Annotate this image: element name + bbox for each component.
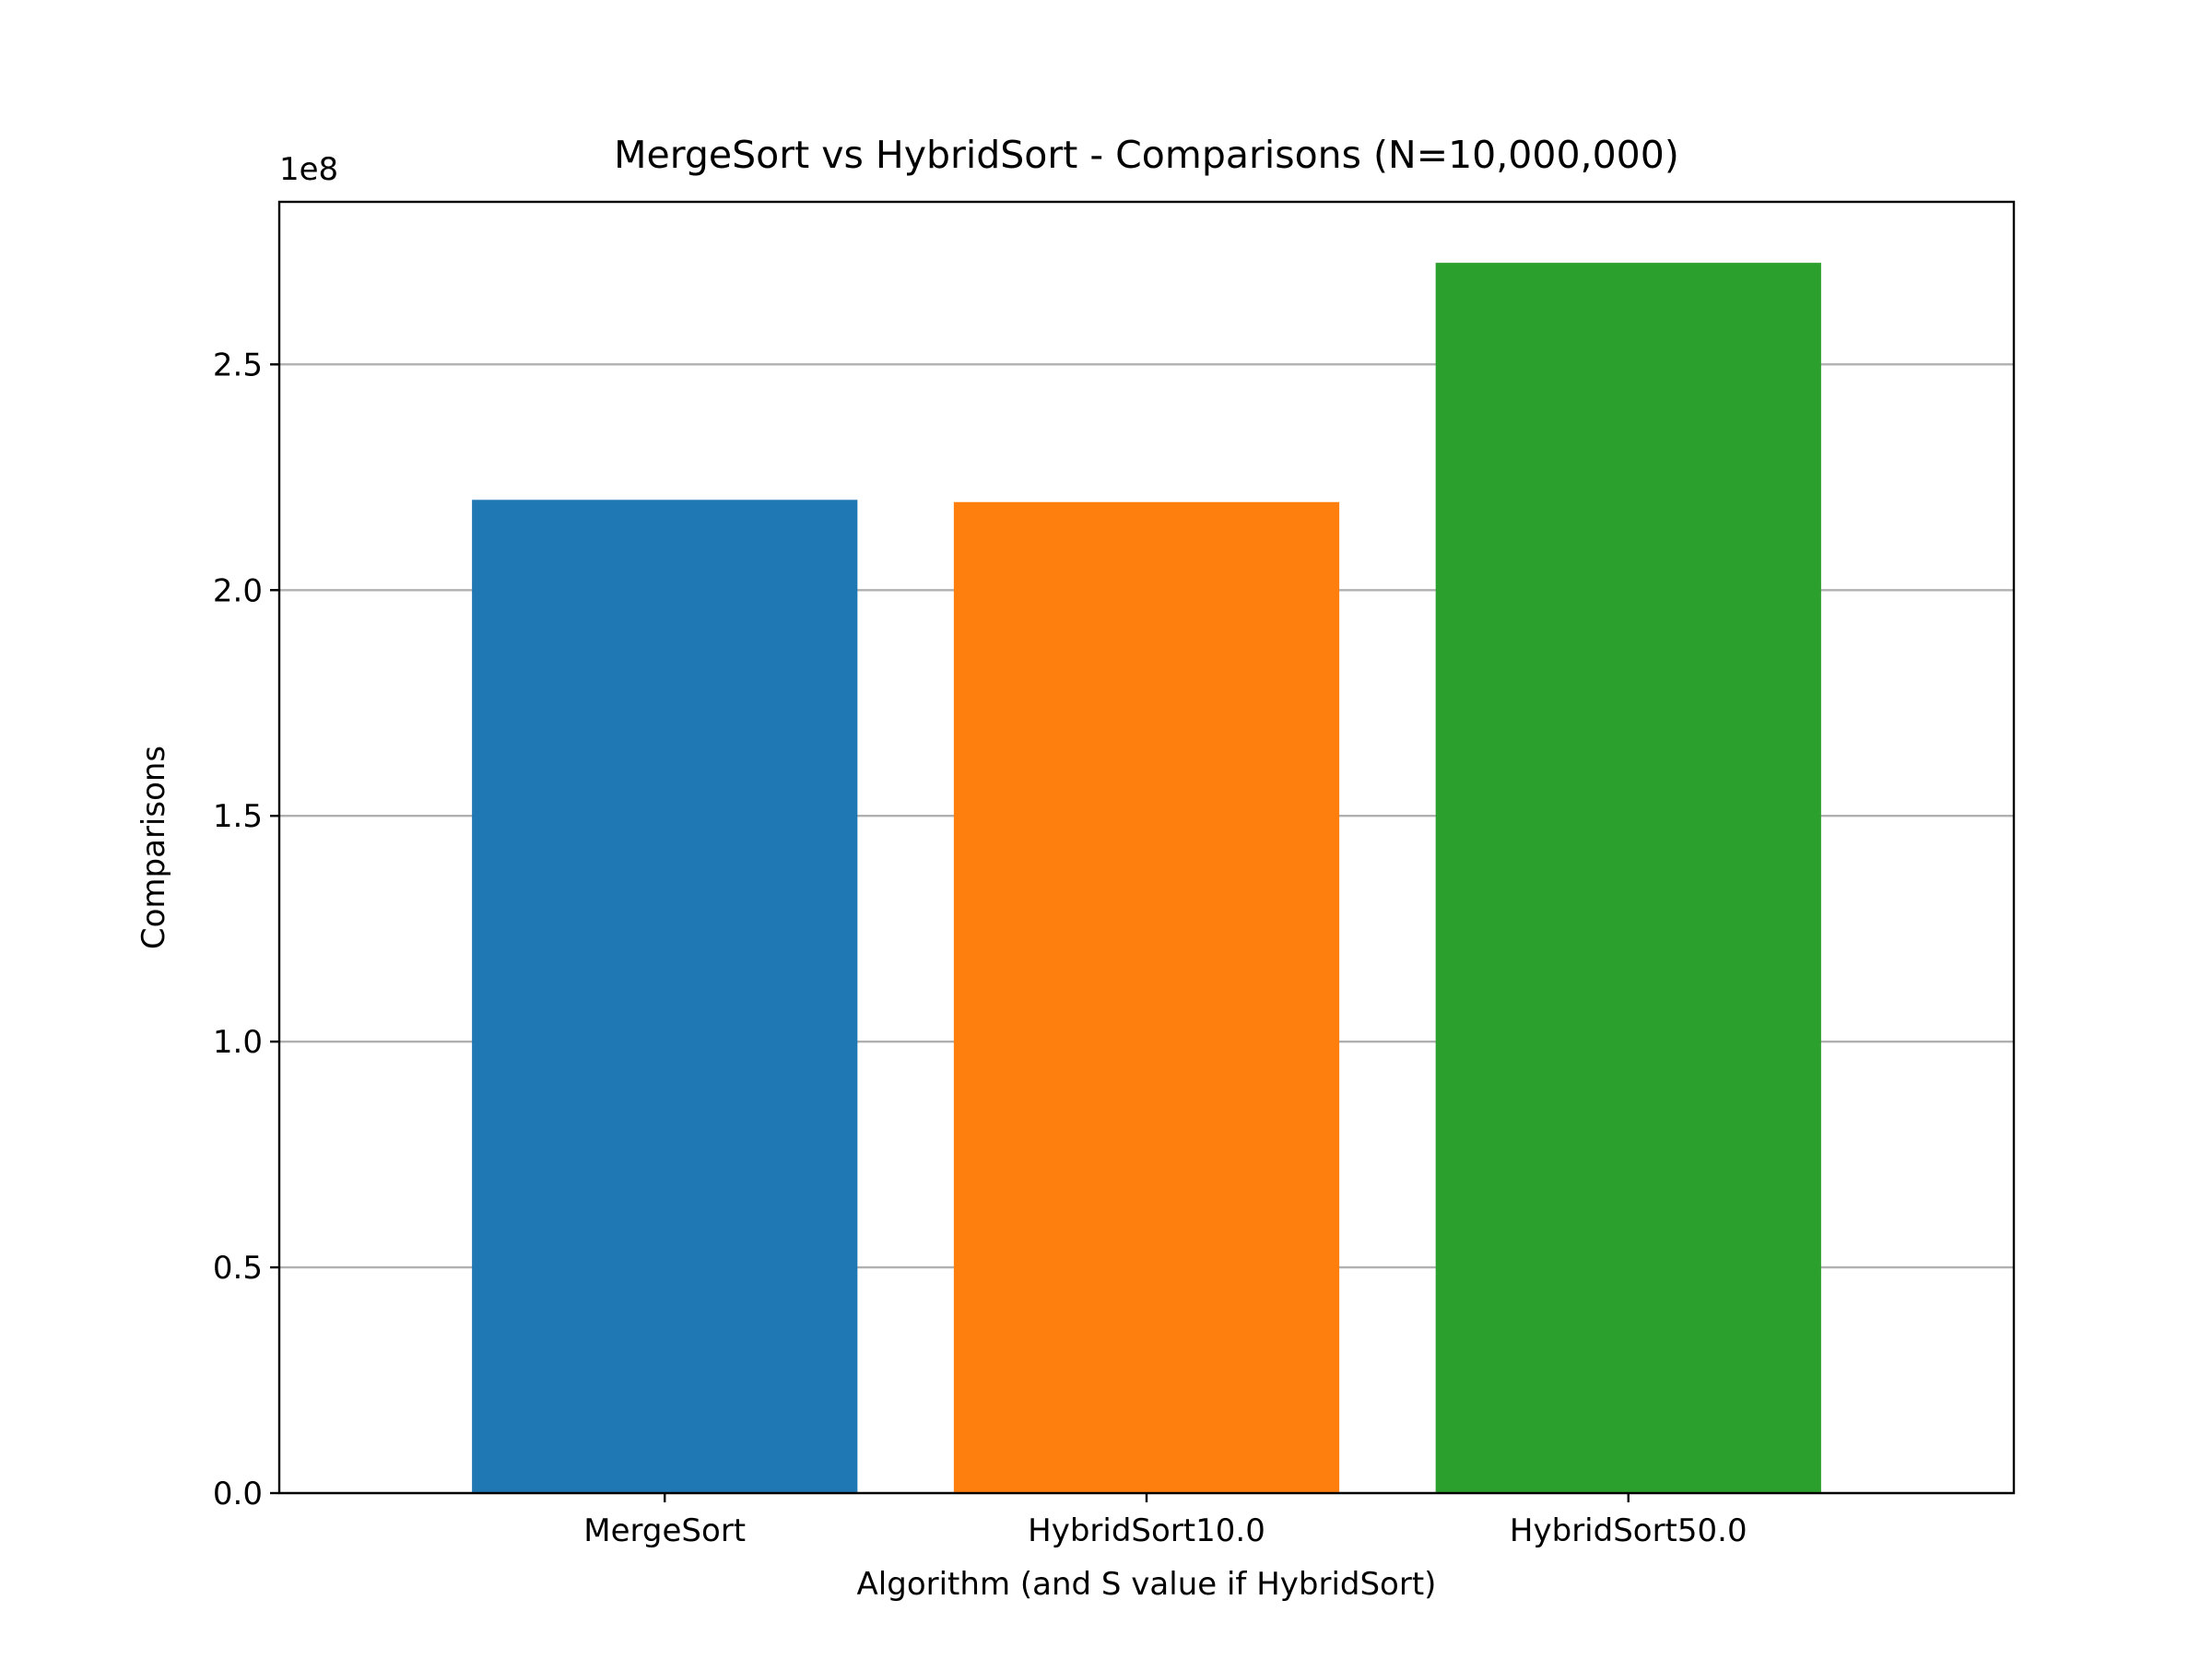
y-axis-label: Comparisons bbox=[135, 746, 172, 949]
x-tick-label: HybridSort50.0 bbox=[1510, 1512, 1747, 1549]
x-axis-label: Algorithm (and S value if HybridSort) bbox=[857, 1566, 1437, 1603]
x-axis-ticks: MergeSort HybridSort10.0 HybridSort50.0 bbox=[583, 1493, 1747, 1549]
bar-hybridsort10-0 bbox=[953, 501, 1340, 1493]
bars bbox=[472, 263, 1821, 1494]
y-tick-label: 0.5 bbox=[213, 1250, 263, 1287]
y-tick-label: 2.0 bbox=[213, 572, 263, 609]
y-axis-offset-label: 1e8 bbox=[279, 151, 338, 188]
chart-title: MergeSort vs HybridSort - Comparisons (N… bbox=[614, 133, 1679, 177]
y-tick-label: 2.5 bbox=[213, 347, 263, 383]
y-tick-label: 0.0 bbox=[213, 1476, 263, 1512]
x-tick-label: HybridSort10.0 bbox=[1028, 1512, 1265, 1549]
x-tick-label: MergeSort bbox=[583, 1512, 746, 1549]
y-tick-label: 1.0 bbox=[213, 1024, 263, 1061]
bar-hybridsort50-0 bbox=[1435, 263, 1821, 1494]
y-tick-label: 1.5 bbox=[213, 798, 263, 835]
y-axis-ticks: 0.0 0.5 1.0 1.5 2.0 2.5 bbox=[213, 347, 279, 1512]
bar-mergesort bbox=[472, 500, 858, 1494]
